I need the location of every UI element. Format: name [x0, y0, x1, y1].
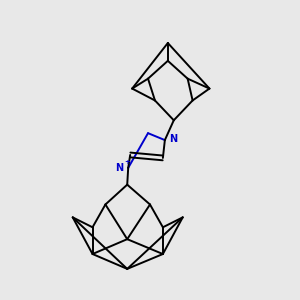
Text: N: N	[169, 134, 178, 145]
Text: N: N	[115, 164, 123, 173]
Text: +: +	[124, 160, 130, 166]
